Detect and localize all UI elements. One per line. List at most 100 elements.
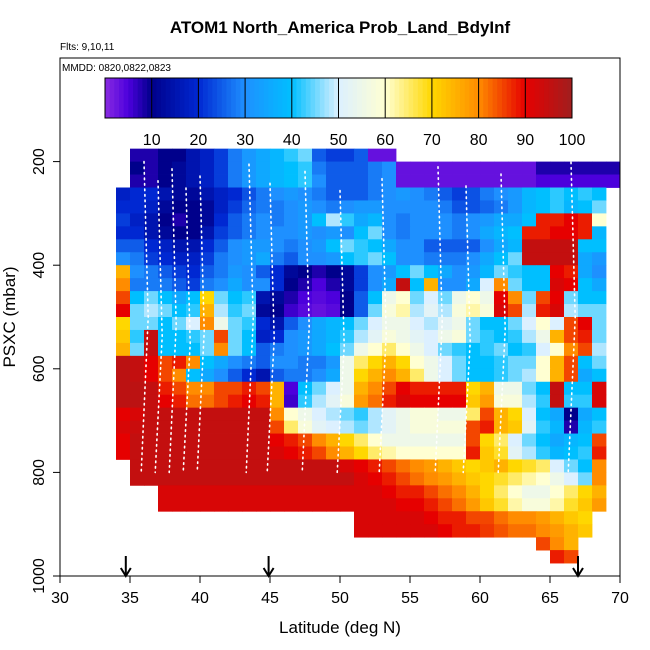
colorbar-segment	[371, 78, 377, 118]
heatmap-cell	[410, 174, 425, 188]
heatmap-cell	[116, 265, 131, 279]
heatmap-cell	[158, 355, 173, 370]
heatmap-cell	[382, 213, 397, 227]
heatmap-cell	[270, 355, 285, 370]
heatmap-cell	[186, 174, 201, 188]
heatmap-cell	[550, 498, 565, 512]
colorbar-segment	[315, 78, 321, 118]
heatmap-cell	[368, 148, 383, 162]
heatmap-cell	[354, 433, 369, 447]
heatmap-cell	[466, 174, 481, 188]
heatmap-cell	[354, 174, 369, 188]
heatmap-cell	[130, 472, 145, 486]
colorbar-segment	[119, 78, 125, 118]
heatmap-cell	[116, 187, 131, 201]
heatmap-cell	[410, 368, 425, 383]
colorbar-segment	[529, 78, 536, 118]
heatmap-cell	[326, 472, 341, 486]
heatmap-cell	[424, 161, 439, 175]
flight-track	[301, 170, 311, 474]
heatmap-cell	[214, 239, 229, 253]
heatmap-cell	[466, 329, 481, 344]
heatmap-cell	[466, 407, 481, 421]
heatmap-cell	[214, 329, 229, 344]
heatmap-cell	[466, 394, 481, 409]
heatmap-cell	[186, 265, 201, 279]
heatmap-cell	[326, 394, 341, 409]
colorbar-segment	[254, 78, 260, 118]
heatmap-cell	[158, 459, 173, 473]
heatmap-cell	[452, 394, 467, 409]
heatmap-cell	[396, 420, 411, 434]
heatmap-cell	[354, 252, 369, 266]
heatmap-cell	[158, 239, 173, 253]
heatmap-cell	[578, 265, 593, 279]
heatmap-cell	[396, 446, 411, 460]
heatmap-cell	[494, 342, 509, 357]
heatmap-cell	[396, 226, 411, 240]
heatmap-cell	[438, 368, 453, 383]
heatmap-cell	[550, 407, 565, 421]
heatmap-cell	[452, 213, 467, 227]
heatmap-cell	[158, 161, 173, 175]
colorbar-segment	[268, 78, 274, 118]
heatmap-cell	[256, 342, 271, 357]
heatmap-cell	[480, 226, 495, 240]
heatmap-cell	[522, 265, 537, 279]
dates-note: MMDD: 0820,0822,0823	[62, 63, 171, 74]
heatmap-cell	[564, 213, 579, 227]
x-axis-ticks: 30 35 40 45 50 55 60 65 70	[51, 576, 629, 607]
heatmap-cell	[242, 265, 257, 279]
heatmap-cell	[550, 368, 565, 383]
heatmap-cell	[368, 200, 383, 214]
heatmap-cells	[116, 148, 621, 564]
colorbar-segment	[142, 78, 148, 118]
heatmap-cell	[284, 187, 299, 201]
heatmap-cell	[284, 498, 299, 512]
heatmap-cell	[522, 368, 537, 383]
heatmap-cell	[550, 550, 565, 564]
heatmap-cell	[522, 226, 537, 240]
heatmap-cell	[368, 161, 383, 175]
heatmap-cell	[200, 265, 215, 279]
heatmap-cell	[326, 459, 341, 473]
heatmap-cell	[452, 355, 467, 370]
heatmap-cell	[312, 459, 327, 473]
heatmap-cell	[228, 291, 243, 305]
heatmap-cell	[312, 200, 327, 214]
heatmap-cell	[144, 174, 159, 188]
heatmap-cell	[270, 239, 285, 253]
heatmap-cell	[298, 239, 313, 253]
heatmap-cell	[312, 485, 327, 499]
heatmap-cell	[494, 524, 509, 538]
heatmap-cell	[354, 200, 369, 214]
heatmap-cell	[438, 355, 453, 370]
heatmap-cell	[130, 291, 145, 305]
heatmap-cell	[592, 265, 607, 279]
heatmap-cell	[284, 291, 299, 305]
heatmap-cell	[396, 459, 411, 473]
heatmap-cell	[242, 317, 257, 331]
colorbar-segment	[240, 78, 246, 118]
heatmap-cell	[592, 342, 607, 357]
heatmap-cell	[186, 291, 201, 305]
heatmap-cell	[340, 213, 355, 227]
heatmap-cell	[480, 498, 495, 512]
heatmap-cell	[256, 407, 271, 421]
heatmap-cell	[452, 226, 467, 240]
heatmap-cell	[158, 291, 173, 305]
heatmap-cell	[508, 524, 523, 538]
heatmap-cell	[382, 524, 397, 538]
heatmap-cell	[298, 433, 313, 447]
heatmap-cell	[438, 226, 453, 240]
heatmap-cell	[312, 433, 327, 447]
heatmap-cell	[326, 342, 341, 357]
heatmap-cell	[326, 498, 341, 512]
heatmap-cell	[354, 485, 369, 499]
heatmap-cell	[326, 213, 341, 227]
heatmap-cell	[438, 265, 453, 279]
heatmap-cell	[186, 252, 201, 266]
heatmap-cell	[340, 291, 355, 305]
heatmap-cell	[424, 187, 439, 201]
